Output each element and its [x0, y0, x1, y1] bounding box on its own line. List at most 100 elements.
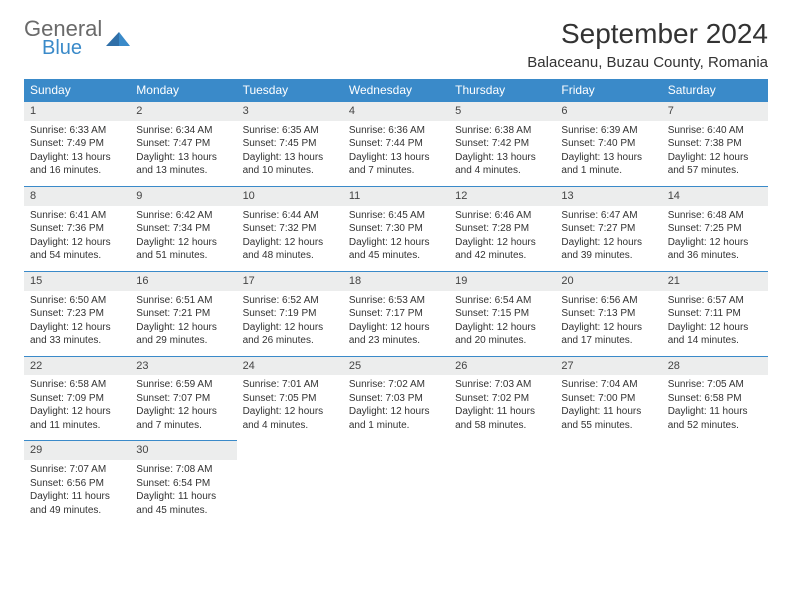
daylight-line1: Daylight: 12 hours — [455, 321, 549, 335]
daylight-line2: and 29 minutes. — [136, 334, 230, 348]
day-body: Sunrise: 6:59 AMSunset: 7:07 PMDaylight:… — [130, 375, 236, 440]
day-number: 17 — [237, 271, 343, 291]
sunrise-text: Sunrise: 6:41 AM — [30, 209, 124, 223]
daylight-line1: Daylight: 12 hours — [30, 236, 124, 250]
weekday-header: Tuesday — [237, 79, 343, 101]
sunset-text: Sunset: 7:27 PM — [561, 222, 655, 236]
sunset-text: Sunset: 7:30 PM — [349, 222, 443, 236]
header: General Blue September 2024 Balaceanu, B… — [24, 18, 768, 71]
day-number: 14 — [662, 186, 768, 206]
daylight-line2: and 58 minutes. — [455, 419, 549, 433]
sunset-text: Sunset: 7:32 PM — [243, 222, 337, 236]
day-body: Sunrise: 6:56 AMSunset: 7:13 PMDaylight:… — [555, 291, 661, 356]
daylight-line1: Daylight: 13 hours — [30, 151, 124, 165]
sunset-text: Sunset: 7:21 PM — [136, 307, 230, 321]
daylight-line1: Daylight: 12 hours — [455, 236, 549, 250]
calendar-week-row: 8Sunrise: 6:41 AMSunset: 7:36 PMDaylight… — [24, 186, 768, 271]
calendar-day-cell: 11Sunrise: 6:45 AMSunset: 7:30 PMDayligh… — [343, 186, 449, 271]
day-body: Sunrise: 6:48 AMSunset: 7:25 PMDaylight:… — [662, 206, 768, 271]
daylight-line1: Daylight: 13 hours — [561, 151, 655, 165]
daylight-line2: and 45 minutes. — [349, 249, 443, 263]
sunset-text: Sunset: 7:05 PM — [243, 392, 337, 406]
sunrise-text: Sunrise: 6:46 AM — [455, 209, 549, 223]
calendar-table: SundayMondayTuesdayWednesdayThursdayFrid… — [24, 79, 768, 525]
sunrise-text: Sunrise: 6:53 AM — [349, 294, 443, 308]
daylight-line1: Daylight: 12 hours — [243, 405, 337, 419]
sunset-text: Sunset: 7:38 PM — [668, 137, 762, 151]
daylight-line1: Daylight: 12 hours — [30, 321, 124, 335]
day-body: Sunrise: 6:33 AMSunset: 7:49 PMDaylight:… — [24, 121, 130, 186]
daylight-line2: and 49 minutes. — [30, 504, 124, 518]
day-number: 22 — [24, 356, 130, 376]
daylight-line2: and 57 minutes. — [668, 164, 762, 178]
daylight-line1: Daylight: 12 hours — [136, 405, 230, 419]
sunset-text: Sunset: 6:58 PM — [668, 392, 762, 406]
sunrise-text: Sunrise: 6:40 AM — [668, 124, 762, 138]
daylight-line1: Daylight: 12 hours — [136, 321, 230, 335]
day-body: Sunrise: 6:38 AMSunset: 7:42 PMDaylight:… — [449, 121, 555, 186]
sunrise-text: Sunrise: 6:52 AM — [243, 294, 337, 308]
day-number: 25 — [343, 356, 449, 376]
sunrise-text: Sunrise: 7:08 AM — [136, 463, 230, 477]
calendar-day-cell: 22Sunrise: 6:58 AMSunset: 7:09 PMDayligh… — [24, 356, 130, 441]
day-body: Sunrise: 6:46 AMSunset: 7:28 PMDaylight:… — [449, 206, 555, 271]
sunset-text: Sunset: 7:49 PM — [30, 137, 124, 151]
daylight-line2: and 13 minutes. — [136, 164, 230, 178]
daylight-line2: and 4 minutes. — [243, 419, 337, 433]
sunrise-text: Sunrise: 6:51 AM — [136, 294, 230, 308]
sunset-text: Sunset: 6:56 PM — [30, 477, 124, 491]
daylight-line2: and 42 minutes. — [455, 249, 549, 263]
daylight-line2: and 36 minutes. — [668, 249, 762, 263]
calendar-day-cell: 20Sunrise: 6:56 AMSunset: 7:13 PMDayligh… — [555, 271, 661, 356]
day-number: 10 — [237, 186, 343, 206]
daylight-line1: Daylight: 13 hours — [136, 151, 230, 165]
calendar-day-cell — [237, 440, 343, 525]
calendar-day-cell: 17Sunrise: 6:52 AMSunset: 7:19 PMDayligh… — [237, 271, 343, 356]
sunrise-text: Sunrise: 6:58 AM — [30, 378, 124, 392]
sunset-text: Sunset: 7:17 PM — [349, 307, 443, 321]
day-body: Sunrise: 6:51 AMSunset: 7:21 PMDaylight:… — [130, 291, 236, 356]
sunset-text: Sunset: 7:28 PM — [455, 222, 549, 236]
sunset-text: Sunset: 7:00 PM — [561, 392, 655, 406]
sunset-text: Sunset: 6:54 PM — [136, 477, 230, 491]
calendar-day-cell: 2Sunrise: 6:34 AMSunset: 7:47 PMDaylight… — [130, 101, 236, 186]
daylight-line1: Daylight: 13 hours — [349, 151, 443, 165]
calendar-day-cell: 14Sunrise: 6:48 AMSunset: 7:25 PMDayligh… — [662, 186, 768, 271]
day-number: 21 — [662, 271, 768, 291]
sunset-text: Sunset: 7:02 PM — [455, 392, 549, 406]
sunrise-text: Sunrise: 6:59 AM — [136, 378, 230, 392]
calendar-day-cell: 27Sunrise: 7:04 AMSunset: 7:00 PMDayligh… — [555, 356, 661, 441]
weekday-header-row: SundayMondayTuesdayWednesdayThursdayFrid… — [24, 79, 768, 101]
sunrise-text: Sunrise: 6:54 AM — [455, 294, 549, 308]
day-body: Sunrise: 6:35 AMSunset: 7:45 PMDaylight:… — [237, 121, 343, 186]
sunrise-text: Sunrise: 6:33 AM — [30, 124, 124, 138]
logo: General Blue — [24, 18, 130, 58]
calendar-day-cell: 21Sunrise: 6:57 AMSunset: 7:11 PMDayligh… — [662, 271, 768, 356]
sunrise-text: Sunrise: 6:34 AM — [136, 124, 230, 138]
daylight-line1: Daylight: 12 hours — [243, 321, 337, 335]
sunrise-text: Sunrise: 7:02 AM — [349, 378, 443, 392]
daylight-line2: and 1 minute. — [561, 164, 655, 178]
day-body: Sunrise: 7:07 AMSunset: 6:56 PMDaylight:… — [24, 460, 130, 525]
calendar-week-row: 15Sunrise: 6:50 AMSunset: 7:23 PMDayligh… — [24, 271, 768, 356]
day-number: 12 — [449, 186, 555, 206]
logo-triangle-icon — [106, 30, 130, 48]
day-body: Sunrise: 7:03 AMSunset: 7:02 PMDaylight:… — [449, 375, 555, 440]
daylight-line1: Daylight: 12 hours — [561, 321, 655, 335]
daylight-line1: Daylight: 12 hours — [668, 151, 762, 165]
sunrise-text: Sunrise: 6:50 AM — [30, 294, 124, 308]
calendar-day-cell — [449, 440, 555, 525]
daylight-line2: and 17 minutes. — [561, 334, 655, 348]
day-body: Sunrise: 6:47 AMSunset: 7:27 PMDaylight:… — [555, 206, 661, 271]
day-number: 4 — [343, 101, 449, 121]
day-body: Sunrise: 6:58 AMSunset: 7:09 PMDaylight:… — [24, 375, 130, 440]
day-number: 9 — [130, 186, 236, 206]
day-body: Sunrise: 6:34 AMSunset: 7:47 PMDaylight:… — [130, 121, 236, 186]
daylight-line1: Daylight: 13 hours — [243, 151, 337, 165]
calendar-week-row: 1Sunrise: 6:33 AMSunset: 7:49 PMDaylight… — [24, 101, 768, 186]
day-body: Sunrise: 6:45 AMSunset: 7:30 PMDaylight:… — [343, 206, 449, 271]
day-body: Sunrise: 7:02 AMSunset: 7:03 PMDaylight:… — [343, 375, 449, 440]
sunrise-text: Sunrise: 6:57 AM — [668, 294, 762, 308]
day-body: Sunrise: 6:40 AMSunset: 7:38 PMDaylight:… — [662, 121, 768, 186]
day-number: 26 — [449, 356, 555, 376]
